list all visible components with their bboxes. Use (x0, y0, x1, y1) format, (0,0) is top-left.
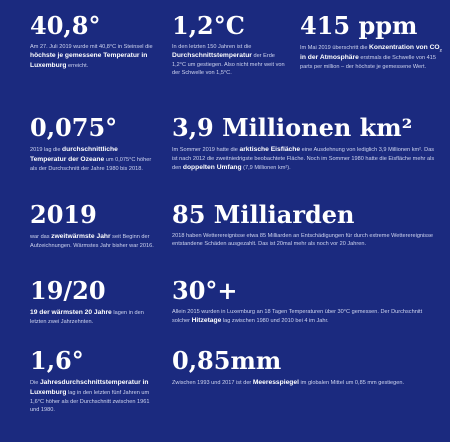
stat-description: Im Sommer 2019 hatte die arktische Eisfl… (172, 146, 435, 172)
stat-figure: 0,075° (30, 113, 118, 142)
stat-warmest-years: 19/20 19 der wärmsten 20 Jahre lagen in … (30, 279, 155, 326)
stat-co2-concentration: 415 ppm Im Mai 2019 überschritt die Konz… (300, 14, 442, 71)
stat-heat-days: 30°+ Allein 2015 wurden in Luxemburg an … (172, 279, 440, 326)
stat-description: Am 27. Juli 2019 wurde mit 40,8°C in Ste… (30, 44, 153, 70)
stat-figure: 19/20 (30, 276, 106, 305)
stat-figure: 2019 (30, 200, 97, 229)
stat-arctic-ice: 3,9 Millionen km² Im Sommer 2019 hatte d… (172, 116, 440, 173)
stat-figure: 415 ppm (300, 11, 418, 40)
stat-figure: 0,85mm (172, 346, 282, 375)
stat-ocean-temperature: 0,075° 2019 lag die durchschnittliche Te… (30, 116, 155, 173)
stat-description: Zwischen 1993 und 2017 ist der Meeresspi… (172, 379, 405, 386)
stat-luxembourg-annual-temperature: 1,6° Die Jahresdurchschnittstemperatur i… (30, 349, 158, 414)
stat-figure: 85 Milliarden (172, 200, 355, 229)
stat-description: 2019 lag die durchschnittliche Temperatu… (30, 146, 152, 172)
stat-description: In den letzten 150 Jahren ist die Durchs… (172, 44, 285, 77)
stat-global-warming: 1,2°C In den letzten 150 Jahren ist die … (172, 14, 290, 78)
stat-sea-level: 0,85mm Zwischen 1993 und 2017 ist der Me… (172, 349, 440, 388)
stat-description: Im Mai 2019 überschritt die Konzentratio… (300, 44, 442, 71)
stat-figure: 1,6° (30, 346, 84, 375)
stat-description: 19 der wärmsten 20 Jahre lagen in den le… (30, 309, 144, 325)
stat-figure: 3,9 Millionen km² (172, 113, 413, 142)
stat-description: Allein 2015 wurden in Luxemburg an 18 Ta… (172, 309, 423, 325)
stat-figure: 40,8° (30, 11, 101, 40)
stat-weather-damages: 85 Milliarden 2018 haben Wetterereigniss… (172, 203, 440, 249)
stat-description: 2018 haben Wetterereignisse etwa 85 Mill… (172, 233, 433, 248)
stat-description: war das zweitwärmste Jahr seit Beginn de… (30, 233, 154, 249)
stat-temperature-record: 40,8° Am 27. Juli 2019 wurde mit 40,8°C … (30, 14, 155, 71)
stat-second-warmest-year: 2019 war das zweitwärmste Jahr seit Begi… (30, 203, 155, 250)
stat-figure: 30°+ (172, 276, 238, 305)
stat-figure: 1,2°C (172, 11, 245, 40)
stat-description: Die Jahresdurchschnittstemperatur in Lux… (30, 379, 150, 414)
